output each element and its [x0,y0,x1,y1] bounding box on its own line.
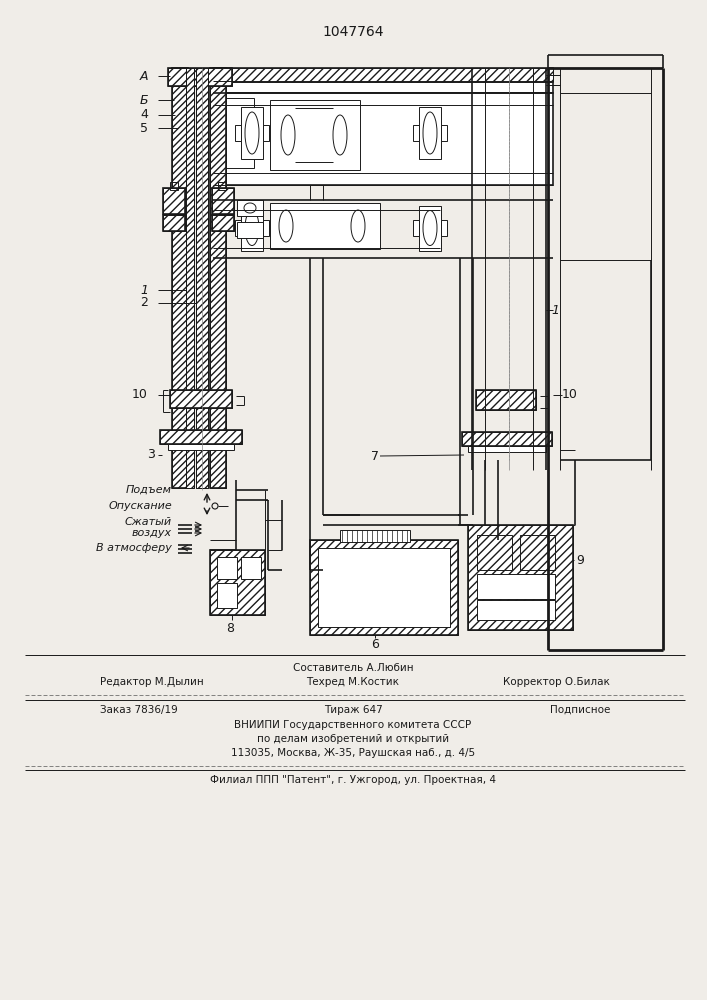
Text: Редактор М.Дылин: Редактор М.Дылин [100,677,204,687]
Bar [419,107,441,159]
Text: Корректор О.Билак: Корректор О.Билак [503,677,610,687]
Text: Опускание: Опускание [108,501,172,511]
Bar [172,68,188,488]
Bar [170,182,178,190]
Bar [212,188,234,214]
Text: Б: Б [139,94,148,106]
Bar [168,68,232,86]
Text: 10: 10 [132,388,148,401]
Bar [477,535,512,570]
Text: Подъем: Подъем [126,485,172,495]
Bar [413,220,419,236]
Text: 1047764: 1047764 [322,25,384,39]
Text: Филиал ППП "Патент", г. Ужгород, ул. Проектная, 4: Филиал ППП "Патент", г. Ужгород, ул. Про… [210,775,496,785]
Bar [241,557,261,579]
Bar [213,68,553,82]
Text: воздух: воздух [132,528,172,538]
Bar [270,100,360,170]
Bar [172,68,188,488]
Text: Техред М.Костик: Техред М.Костик [307,677,399,687]
Bar [224,98,254,168]
Bar [212,215,234,231]
Bar [340,530,410,542]
Bar [163,188,185,214]
Bar [419,206,441,251]
Bar [241,206,263,251]
Bar [413,125,419,141]
Bar [263,125,269,141]
Text: Составитель А.Любин: Составитель А.Любин [293,663,414,673]
Bar [213,93,553,185]
Bar [218,216,226,224]
Bar [163,188,185,214]
Bar [477,574,555,599]
Bar [212,188,234,214]
Text: 7: 7 [371,450,379,462]
Text: В атмосферу: В атмосферу [96,543,172,553]
Text: 113035, Москва, Ж-35, Раушская наб., д. 4/5: 113035, Москва, Ж-35, Раушская наб., д. … [231,748,475,758]
Text: 4: 4 [140,108,148,121]
Bar [163,215,185,231]
Text: 1: 1 [140,284,148,296]
Bar [477,600,555,620]
Bar [241,107,263,159]
Bar [441,220,447,236]
Bar [170,390,232,408]
Text: по делам изобретений и открытий: по делам изобретений и открытий [257,734,449,744]
Bar [476,390,536,410]
Bar [163,215,185,231]
Bar [196,68,208,488]
Text: 5: 5 [140,121,148,134]
Bar [310,540,458,635]
Text: Заказ 7836/19: Заказ 7836/19 [100,705,177,715]
Text: 6: 6 [371,639,379,652]
Bar [237,200,263,216]
Bar [310,540,458,635]
Bar [217,557,237,579]
Bar [186,68,194,488]
Bar [168,444,234,450]
Bar [441,125,447,141]
Text: ВНИИПИ Государственного комитета СССР: ВНИИПИ Государственного комитета СССР [235,720,472,730]
Text: 10: 10 [562,388,578,401]
Bar [462,432,552,446]
Text: Тираж 647: Тираж 647 [324,705,382,715]
Bar [270,203,380,249]
Bar [218,182,226,190]
Bar [212,215,234,231]
Text: 1: 1 [551,304,559,316]
Bar [318,548,450,627]
Bar [170,390,232,408]
Bar [160,430,242,444]
Bar [235,220,241,236]
Text: 3: 3 [147,448,155,462]
Bar [476,390,536,410]
Bar [468,525,573,630]
Text: 2: 2 [140,296,148,310]
Text: 9: 9 [576,554,584,566]
Bar [468,525,573,630]
Bar [213,68,553,93]
Bar [186,68,194,488]
Bar [210,68,226,488]
Bar [170,216,178,224]
Bar [235,125,241,141]
Bar [210,68,226,488]
Bar [160,430,242,444]
Text: Подписное: Подписное [549,705,610,715]
Bar [462,432,552,446]
Bar [520,535,555,570]
Bar [263,220,269,236]
Bar [468,446,546,452]
Bar [168,68,232,86]
Bar [210,550,265,615]
Text: Сжатый: Сжатый [125,517,172,527]
Bar [196,68,208,488]
Bar [210,550,265,615]
Bar [217,583,237,608]
Text: А: А [139,70,148,83]
Bar [237,222,263,238]
Text: 8: 8 [226,621,234,635]
